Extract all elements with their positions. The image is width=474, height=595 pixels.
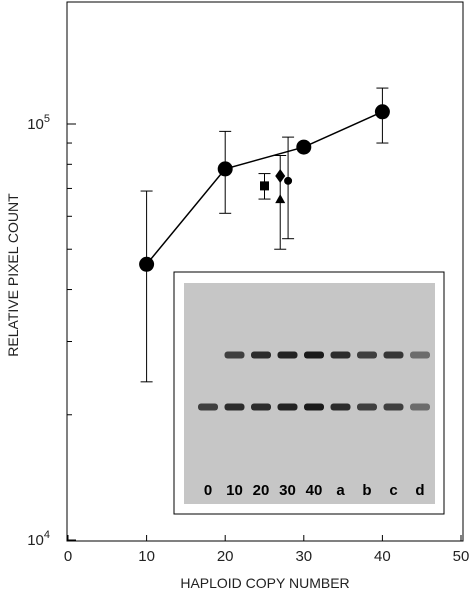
gel-band-lower bbox=[383, 403, 404, 411]
gel-lane-label: 40 bbox=[306, 482, 323, 499]
x-tick-label: 20 bbox=[217, 548, 234, 565]
data-point-circle bbox=[374, 104, 390, 120]
data-point-circle bbox=[296, 139, 312, 155]
y-axis-title: RELATIVE PIXEL COUNT bbox=[5, 193, 21, 357]
x-tick-label: 10 bbox=[138, 548, 155, 565]
data-point-triangle bbox=[275, 194, 286, 204]
series-small-circle bbox=[282, 136, 295, 240]
data-point-circle bbox=[217, 161, 233, 177]
gel-band-lower bbox=[224, 403, 245, 411]
gel-lane-label: c bbox=[389, 482, 397, 499]
plot-frame bbox=[66, 1, 464, 542]
gel-inset: 0 10 20 30 40 a b c d bbox=[173, 271, 445, 515]
data-point-circle bbox=[139, 256, 155, 272]
y-tick-label: 104 bbox=[27, 529, 50, 549]
series-triangle bbox=[275, 194, 286, 204]
data-point-square bbox=[260, 181, 269, 191]
data-point-diamond bbox=[275, 168, 286, 183]
gel-band-upper bbox=[383, 351, 404, 359]
gel-band-lower bbox=[277, 403, 298, 411]
gel-lane-label: 0 bbox=[204, 482, 212, 499]
data-point-small-circle bbox=[284, 176, 293, 185]
gel-band-upper bbox=[330, 351, 351, 359]
x-tick-label: 50 bbox=[453, 548, 470, 565]
gel-lane-label: a bbox=[336, 482, 345, 499]
gel-band-upper bbox=[410, 351, 430, 359]
gel-lanes bbox=[198, 351, 430, 411]
x-tick-label: 0 bbox=[64, 548, 72, 565]
gel-band-lower bbox=[410, 403, 430, 411]
gel-band-upper bbox=[304, 351, 324, 359]
gel-band-upper bbox=[224, 351, 245, 359]
gel-background bbox=[184, 283, 435, 504]
gel-band-upper bbox=[357, 351, 377, 359]
y-tick-label: 105 bbox=[27, 113, 50, 133]
series-square bbox=[258, 173, 271, 200]
gel-band-lower bbox=[357, 403, 377, 411]
gel-band-upper bbox=[277, 351, 298, 359]
series-circle bbox=[139, 87, 390, 383]
gel-lane-label: 20 bbox=[253, 482, 270, 499]
gel-band-lower bbox=[330, 403, 351, 411]
x-tick-label: 30 bbox=[295, 548, 312, 565]
gel-band-lower bbox=[198, 403, 218, 411]
gel-lane-label: 10 bbox=[226, 482, 243, 499]
gel-lane-label: b bbox=[362, 482, 371, 499]
x-axis: 0 10 20 30 40 50 bbox=[64, 535, 470, 565]
y-axis: 104 105 bbox=[27, 113, 76, 549]
x-tick-label: 40 bbox=[374, 548, 391, 565]
gel-lane-label: 30 bbox=[279, 482, 296, 499]
gel-lane-labels: 0 10 20 30 40 a b c d bbox=[204, 482, 425, 499]
x-axis-title: HAPLOID COPY NUMBER bbox=[180, 575, 349, 591]
gel-band-lower bbox=[304, 403, 324, 411]
gel-band-upper bbox=[251, 351, 271, 359]
gel-band-lower bbox=[251, 403, 271, 411]
gel-lane-label: d bbox=[415, 482, 424, 499]
series-layer bbox=[139, 87, 390, 383]
series-line bbox=[146, 111, 383, 265]
